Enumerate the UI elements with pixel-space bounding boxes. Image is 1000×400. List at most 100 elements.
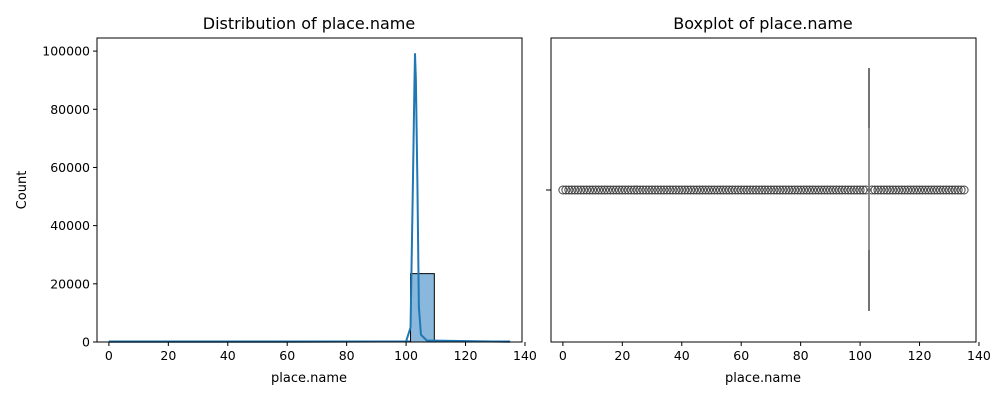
boxplot-outlier bbox=[680, 185, 690, 195]
boxplot-outlier bbox=[659, 185, 669, 195]
boxplot-outlier bbox=[608, 185, 618, 195]
boxplot-outlier bbox=[811, 185, 821, 195]
kde-line bbox=[108, 53, 511, 343]
boxplot-outlier bbox=[597, 185, 607, 195]
histogram-xticks: 0 20 40 60 80 100 120 140 bbox=[105, 342, 537, 363]
boxplot-outlier bbox=[900, 185, 910, 195]
boxplot-title: Boxplot of place.name bbox=[673, 14, 853, 33]
boxplot-outlier bbox=[772, 185, 782, 195]
histogram-axes-frame bbox=[96, 37, 523, 343]
histogram-xtick-label: 80 bbox=[339, 348, 355, 363]
boxplot-outlier bbox=[739, 185, 749, 195]
histogram-ylabel: Count bbox=[15, 171, 30, 210]
boxplot-outlier bbox=[579, 185, 589, 195]
boxplot-outlier bbox=[888, 185, 898, 195]
boxplot-outlier bbox=[920, 185, 930, 195]
boxplot-outlier bbox=[775, 185, 785, 195]
boxplot-outlier bbox=[781, 185, 791, 195]
boxplot-outlier bbox=[582, 185, 592, 195]
boxplot-outlier bbox=[570, 185, 580, 195]
boxplot-outlier bbox=[870, 185, 880, 195]
boxplot-outlier bbox=[935, 185, 945, 195]
boxplot-xtick-label: 80 bbox=[793, 348, 809, 363]
boxplot-outlier bbox=[638, 185, 648, 195]
boxplot-outlier bbox=[906, 185, 916, 195]
boxplot-xtick-label: 20 bbox=[614, 348, 630, 363]
boxplot-outlier bbox=[796, 185, 806, 195]
boxplot-outlier bbox=[585, 185, 595, 195]
histogram-bar bbox=[410, 273, 435, 343]
boxplot-outlier bbox=[891, 185, 901, 195]
boxplot-panel: Boxplot of place.name place.name 0 20 40 60… bbox=[546, 14, 991, 386]
boxplot-outlier bbox=[837, 185, 847, 195]
boxplot-outlier bbox=[828, 185, 838, 195]
boxplot-outlier bbox=[846, 185, 856, 195]
boxplot-outlier bbox=[611, 185, 621, 195]
boxplot-outlier bbox=[909, 185, 919, 195]
boxplot-outlier bbox=[730, 185, 740, 195]
histogram-ytick-label: 20000 bbox=[50, 276, 90, 291]
histogram-title: Distribution of place.name bbox=[203, 14, 415, 33]
boxplot-outlier bbox=[873, 185, 883, 195]
boxplot-outlier bbox=[692, 185, 702, 195]
boxplot-outlier bbox=[787, 185, 797, 195]
boxplot-xticks: 0 20 40 60 80 100 120 140 bbox=[559, 342, 991, 363]
boxplot-outlier bbox=[736, 185, 746, 195]
histogram-xtick-label: 60 bbox=[279, 348, 295, 363]
boxplot-outlier bbox=[709, 185, 719, 195]
boxplot-outlier bbox=[953, 185, 963, 195]
boxplot-outlier bbox=[932, 185, 942, 195]
boxplot-outlier bbox=[805, 185, 815, 195]
boxplot-outlier bbox=[918, 185, 928, 195]
boxplot-outlier bbox=[686, 185, 696, 195]
boxplot-outlier bbox=[573, 185, 583, 195]
histogram-xtick-label: 140 bbox=[513, 348, 537, 363]
boxplot-outlier bbox=[733, 185, 743, 195]
boxplot-outlier bbox=[894, 185, 904, 195]
boxplot-outlier bbox=[790, 185, 800, 195]
boxplot-outlier bbox=[653, 185, 663, 195]
boxplot-outlier bbox=[784, 185, 794, 195]
boxplot-outlier bbox=[760, 185, 770, 195]
boxplot-outlier bbox=[912, 185, 922, 195]
boxplot-outlier bbox=[843, 185, 853, 195]
boxplot-outlier bbox=[929, 185, 939, 195]
boxplot-outlier bbox=[620, 185, 630, 195]
histogram-xtick-label: 0 bbox=[105, 348, 113, 363]
boxplot-outlier bbox=[751, 185, 761, 195]
histogram-panel: Distribution of place.name place.name Co… bbox=[15, 14, 537, 386]
boxplot-outlier bbox=[683, 185, 693, 195]
boxplot-outlier bbox=[799, 185, 809, 195]
boxplot-xtick-label: 120 bbox=[908, 348, 932, 363]
boxplot-outlier bbox=[793, 185, 803, 195]
histogram-xlabel: place.name bbox=[271, 371, 347, 386]
boxplot-outlier bbox=[897, 185, 907, 195]
boxplot-xtick-label: 0 bbox=[559, 348, 567, 363]
boxplot-outlier bbox=[623, 185, 633, 195]
boxplot-outlier bbox=[754, 185, 764, 195]
boxplot-outlier bbox=[867, 185, 877, 195]
boxplot-outlier bbox=[745, 185, 755, 195]
boxplot-outlier bbox=[715, 185, 725, 195]
boxplot-xtick-label: 100 bbox=[848, 348, 872, 363]
boxplot-outlier bbox=[825, 185, 835, 195]
boxplot-outlier bbox=[926, 185, 936, 195]
boxplot-outlier bbox=[769, 185, 779, 195]
boxplot-outlier bbox=[706, 185, 716, 195]
boxplot-xtick-label: 60 bbox=[733, 348, 749, 363]
boxplot-outlier bbox=[778, 185, 788, 195]
boxplot-outlier bbox=[671, 185, 681, 195]
boxplot-outlier bbox=[599, 185, 609, 195]
histogram-ytick-label: 60000 bbox=[50, 160, 90, 175]
boxplot-outlier bbox=[757, 185, 767, 195]
boxplot-outlier bbox=[959, 185, 969, 195]
boxplot-outlier bbox=[855, 185, 865, 195]
boxplot-outlier bbox=[879, 185, 889, 195]
boxplot-outlier bbox=[558, 185, 568, 195]
boxplot-outlier bbox=[923, 185, 933, 195]
boxplot-outlier bbox=[876, 185, 886, 195]
boxplot-outliers bbox=[558, 185, 969, 195]
boxplot-outlier bbox=[885, 185, 895, 195]
boxplot-outlier bbox=[677, 185, 687, 195]
